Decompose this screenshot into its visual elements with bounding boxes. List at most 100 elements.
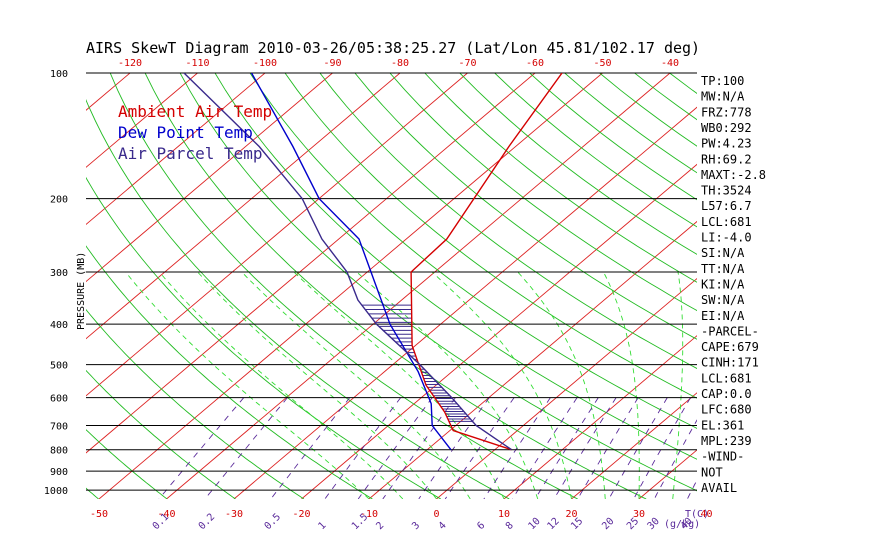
mixing-ratio-line (577, 397, 639, 499)
index-readout: MAXT:-2.8 (701, 168, 766, 182)
mixing-ratio-line (483, 397, 551, 499)
moist-adiabat-line (241, 271, 471, 499)
mixing-ratio-label: 2 (374, 520, 386, 532)
mixing-ratio-line (158, 397, 245, 499)
index-readout: EL:361 (701, 418, 744, 432)
isotherm-line (301, 163, 697, 499)
mixing-ratio-label: 0.5 (263, 512, 284, 533)
index-readout: SW:N/A (701, 293, 745, 307)
isotherm-line (233, 106, 697, 499)
moist-adiabat-line (125, 271, 370, 499)
index-readout: CINH:171 (701, 356, 759, 370)
mixing-ratio-label: 20 (600, 516, 616, 532)
index-readout: TT:N/A (701, 262, 745, 276)
index-readout: FRZ:778 (701, 105, 752, 119)
mixing-ratio-label: 6 (475, 520, 487, 532)
dry-adiabat-line (0, 73, 30, 499)
isotherm-line (86, 73, 266, 226)
index-readout: MW:N/A (701, 90, 745, 104)
pressure-tick-label: 1000 (44, 486, 68, 497)
dry-adiabat-line (354, 73, 697, 340)
top-temp-tick-label: -70 (458, 58, 476, 69)
index-readout: LFC:680 (701, 403, 752, 417)
moist-adiabat-line (293, 271, 505, 499)
mixing-ratio-line (653, 419, 697, 499)
mixing-ratio-line (324, 397, 402, 499)
bottom-temp-tick-label: 10 (498, 509, 510, 520)
mixing-ratio-label: 8 (504, 520, 516, 532)
isotherm-line (436, 278, 697, 499)
pressure-tick-label: 500 (50, 361, 68, 372)
dry-adiabat-line (459, 73, 697, 255)
mixing-ratio-unit-label: (g/kg) (664, 519, 700, 530)
chart-title: AIRS SkewT Diagram 2010-03-26/05:38:25.2… (86, 39, 700, 57)
dry-adiabat-line (249, 73, 697, 429)
isotherm-line (86, 73, 468, 397)
temp-unit-label: T(C) (685, 509, 709, 520)
bottom-temp-tick-label: 30 (633, 509, 645, 520)
mixing-ratio-line (608, 397, 668, 499)
isotherm-line (86, 73, 333, 283)
mixing-ratio-label: 3 (410, 520, 422, 532)
index-readout: MPL:239 (701, 434, 752, 448)
bottom-temp-tick-label: -30 (225, 509, 243, 520)
index-readout: RH:69.2 (701, 152, 752, 166)
moist-adiabat-line (740, 272, 792, 499)
isotherm-line (86, 73, 198, 168)
dry-adiabat-line (529, 73, 697, 201)
top-temp-tick-label: -100 (253, 58, 277, 69)
index-readout: L57:6.7 (701, 199, 752, 213)
mixing-ratio-label: 10 (526, 516, 542, 532)
dry-adiabat-line (86, 429, 168, 499)
index-readout: -PARCEL- (701, 324, 759, 338)
mixing-ratio-line (204, 397, 288, 499)
pressure-tick-label: 200 (50, 195, 68, 206)
isotherm-line (86, 73, 131, 111)
grid-lines (0, 73, 870, 499)
isotherm-line (86, 73, 536, 454)
dry-adiabat-line (86, 98, 510, 499)
isotherm-line (774, 73, 870, 499)
mixing-ratio-line (444, 397, 515, 499)
dry-adiabat-line (319, 73, 697, 370)
index-readout: TH:3524 (701, 184, 752, 198)
mixing-ratio-line (553, 397, 617, 499)
dry-adiabat-line (179, 73, 697, 492)
bottom-temp-tick-label: 0 (433, 509, 439, 520)
pressure-tick-label: 600 (50, 394, 68, 405)
dry-adiabat-line (634, 73, 697, 121)
mixing-ratio-label: 12 (545, 516, 561, 532)
pressure-tick-label: 400 (50, 320, 68, 331)
index-readout: CAPE:679 (701, 340, 759, 354)
mixing-ratio-label: 30 (646, 516, 662, 532)
dry-adiabat-line (389, 73, 697, 312)
index-readout: EI:N/A (701, 309, 745, 323)
index-readout: SI:N/A (701, 246, 745, 260)
isobar-lines (86, 72, 697, 491)
isotherm-line (86, 73, 401, 340)
dry-adiabat-line (144, 73, 647, 499)
top-temp-tick-label: -50 (593, 58, 611, 69)
pressure-tick-label: 100 (50, 69, 68, 80)
dry-adiabat-line (424, 73, 697, 283)
dry-adiabat-line (86, 308, 305, 499)
top-temp-tick-label: -40 (661, 58, 679, 69)
isotherm-line (98, 73, 603, 499)
pressure-tick-label: 900 (50, 467, 68, 478)
moist-adiabat-line (672, 271, 684, 499)
mixing-ratio-line (418, 397, 490, 499)
bottom-temp-tick-label: -50 (90, 509, 108, 520)
index-readout: LI:-4.0 (701, 231, 752, 245)
isotherm-line (166, 73, 671, 499)
dry-adiabat-line (86, 245, 373, 499)
index-readout: LCL:681 (701, 215, 752, 229)
index-readout: CAP:0.0 (701, 387, 752, 401)
legend-item: Dew Point Temp (118, 123, 253, 142)
parcel-temp-line (183, 73, 512, 451)
dewpoint-temp-line (250, 73, 452, 451)
pressure-tick-label: 300 (50, 268, 68, 279)
mixing-ratio-line (382, 397, 456, 499)
dry-adiabat-line (740, 73, 870, 499)
top-temp-tick-label: -60 (526, 58, 544, 69)
legend-item: Air Parcel Temp (118, 144, 263, 163)
